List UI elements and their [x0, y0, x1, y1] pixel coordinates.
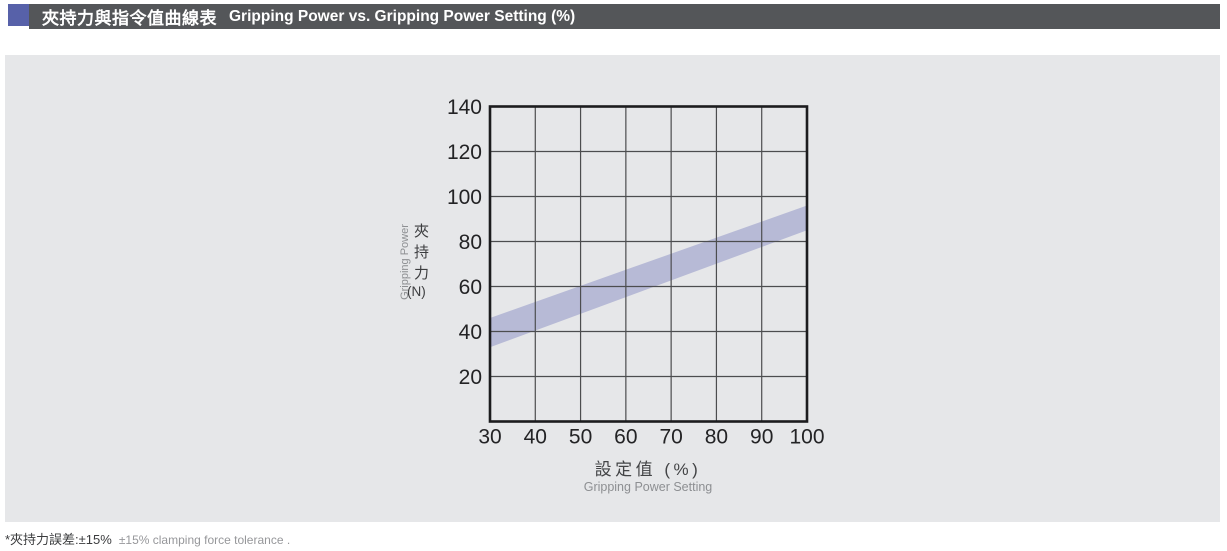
- x-axis-title-en: Gripping Power Setting: [583, 480, 713, 494]
- y-axis-title-zh: 夾持力: [414, 223, 430, 282]
- y-tick-label: 40: [459, 321, 482, 344]
- x-tick-label: 100: [789, 426, 824, 449]
- accent-square: [8, 4, 29, 26]
- plot-frame: [488, 105, 809, 423]
- gripping-power-chart: 30 40 50 60 70 80 90 100 20 40 60 80 100 120 140: [430, 85, 840, 460]
- y-tick-label: 20: [459, 366, 482, 389]
- y-axis-unit: (N): [407, 284, 426, 299]
- x-tick-label: 40: [524, 426, 547, 449]
- footnote: *夾持力誤差:±15% ±15% clamping force tolerance…: [5, 529, 290, 549]
- x-axis-title-zh: 設定值 (%): [594, 460, 702, 479]
- y-tick-label: 80: [459, 231, 482, 254]
- x-tick-label: 90: [750, 426, 773, 449]
- tolerance-band: [490, 205, 807, 348]
- y-tick-label: 140: [447, 96, 482, 119]
- section-title-bar: 夾持力與指令值曲線表 Gripping Power vs. Gripping P…: [29, 4, 1220, 29]
- footnote-en: ±15% clamping force tolerance .: [118, 533, 291, 547]
- y-tick-label: 120: [447, 141, 482, 164]
- section-title-en: Gripping Power vs. Gripping Power Settin…: [229, 7, 576, 25]
- x-tick-label: 60: [614, 426, 637, 449]
- x-tick-label: 70: [659, 426, 682, 449]
- x-tick-label: 50: [569, 426, 592, 449]
- section-title-zh: 夾持力與指令值曲線表: [42, 9, 217, 28]
- y-tick-label: 60: [459, 276, 482, 299]
- footnote-zh: *夾持力誤差:±15%: [5, 532, 112, 547]
- x-tick-label: 30: [478, 426, 501, 449]
- x-tick-label: 80: [705, 426, 728, 449]
- y-tick-label: 100: [447, 186, 482, 209]
